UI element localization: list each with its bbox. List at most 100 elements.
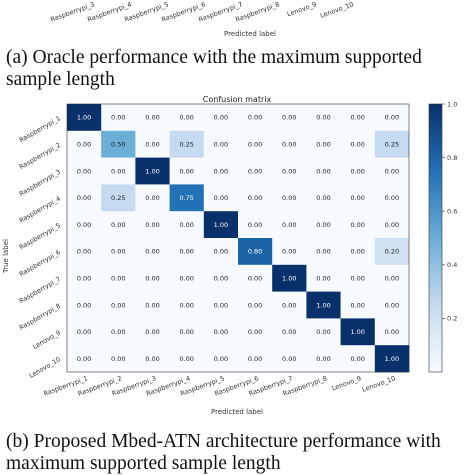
heatmap-cell [169,318,205,346]
heatmap-cell [203,130,239,158]
heatmap-cell [135,157,170,185]
heatmap-cell-value: 0.00 [385,275,399,283]
heatmap-cell-value: 0.00 [77,167,91,175]
heatmap-cell-value: 0.00 [282,167,296,175]
heatmap-cell [306,291,341,319]
heatmap-cell [374,157,410,185]
row-tick-label: Raspberrypi_5 [18,221,62,251]
heatmap-cell [67,157,102,185]
heatmap-cell [306,157,341,185]
heatmap-cell [238,104,273,132]
heatmap-cell [272,130,307,158]
heatmap-cell-value: 0.00 [214,194,228,202]
heatmap-cell [203,211,239,239]
figure-a-x-tick-label: Lenovo_10 [319,0,355,19]
heatmap-cell-value: 0.00 [145,221,159,229]
heatmap-cell-value: 0.00 [179,328,193,336]
heatmap-cell-value: 0.00 [385,194,399,202]
heatmap-cell [238,184,273,212]
figure-a-axis-strip: Raspberrypi_3Raspberrypi_4Raspberrypi_5R… [49,0,354,38]
heatmap-cell [374,211,410,239]
heatmap-cell [67,130,102,158]
heatmap-cell [340,345,376,373]
heatmap-cell-value: 0.00 [385,114,399,122]
heatmap-cell [67,238,102,266]
colorbar-tick-label: 0.6 [447,208,457,216]
row-tick-label: Raspberrypi_1 [18,114,62,144]
heatmap-cell [238,211,273,239]
heatmap-cell-value: 0.00 [77,275,91,283]
heatmap-cell [135,211,170,239]
figure-a-x-tick-labels: Raspberrypi_3Raspberrypi_4Raspberrypi_5R… [49,0,354,23]
heatmap-cell [101,238,136,266]
heatmap-cell [306,211,341,239]
heatmap-cell-value: 0.00 [145,114,159,122]
heatmap-cell [306,345,341,373]
heatmap-cell [272,318,307,346]
heatmap-cell-value: 0.00 [282,301,296,309]
heatmap-cell-value: 0.00 [350,221,364,229]
heatmap-cell-value: 0.00 [316,167,330,175]
column-tick-label: Lenovo_9 [331,374,363,392]
heatmap-cell-value: 0.00 [316,328,330,336]
heatmap-cell [203,264,239,292]
heatmap-cell [340,184,376,212]
heatmap-cell [203,157,239,185]
heatmap-cell-value: 0.00 [145,355,159,363]
heatmap-cell [135,291,170,319]
heatmap-cell [238,318,273,346]
heatmap-cell-value: 0.00 [282,221,296,229]
heatmap-cell-value: 0.20 [385,248,399,256]
heatmap-cell [135,130,170,158]
heatmap-cell [135,345,170,373]
heatmap-cell-value: 0.00 [111,355,125,363]
heatmap-cell-value: 0.00 [350,355,364,363]
heatmap-cell-value: 0.00 [145,248,159,256]
figure-a-x-tick-label: Lenovo_9 [286,0,318,18]
heatmap-cell-value: 1.00 [385,355,399,363]
heatmap-cell-value: 0.00 [111,221,125,229]
heatmap-cell-value: 0.00 [145,194,159,202]
figure-a-caption: (a) Oracle performance with the maximum … [6,47,422,90]
heatmap-cell-value: 0.00 [248,355,262,363]
heatmap-cell [340,211,376,239]
heatmap-cell-value: 1.00 [350,328,364,336]
heatmap-cell [169,291,205,319]
heatmap-cell-value: 0.00 [282,328,296,336]
heatmap-cell [169,157,205,185]
heatmap-cell-value: 0.00 [248,328,262,336]
heatmap-cell [169,345,205,373]
heatmap-cell [238,345,273,373]
heatmap-cell-value: 0.00 [214,328,228,336]
heatmap-cell [374,184,410,212]
heatmap-cell [374,130,410,158]
heatmap-cell-value: 0.00 [111,248,125,256]
heatmap-cell [67,264,102,292]
heatmap-cell [203,238,239,266]
heatmap-cell-value: 0.50 [111,141,125,149]
heatmap-cell [67,184,102,212]
heatmap-cell [272,157,307,185]
heatmap-cell [272,238,307,266]
heatmap-cell-value: 0.00 [145,328,159,336]
y-axis-label: True label [2,239,10,274]
heatmap-cell-value: 0.00 [145,301,159,309]
heatmap-cell [203,345,239,373]
heatmap-cell-value: 0.00 [248,194,262,202]
heatmap-cell-value: 0.00 [316,114,330,122]
heatmap-cell-value: 0.00 [350,141,364,149]
heatmap-cell-value: 0.00 [248,221,262,229]
figure-a-x-axis-label: Predicted label [224,30,276,38]
heatmap-cell-value: 0.00 [248,301,262,309]
heatmap-cell [67,345,102,373]
heatmap-cell-value: 0.00 [248,114,262,122]
row-tick-label: Lenovo_9 [31,329,62,351]
heatmap-cell [101,130,136,158]
heatmap-cell-value: 0.00 [385,221,399,229]
heatmap-frame [66,103,410,373]
heatmap-cell [374,264,410,292]
heatmap-cell [101,184,136,212]
heatmap-cell-value: 0.00 [179,114,193,122]
heatmap-cell-value: 0.00 [77,248,91,256]
heatmap-cell-value: 0.00 [316,194,330,202]
